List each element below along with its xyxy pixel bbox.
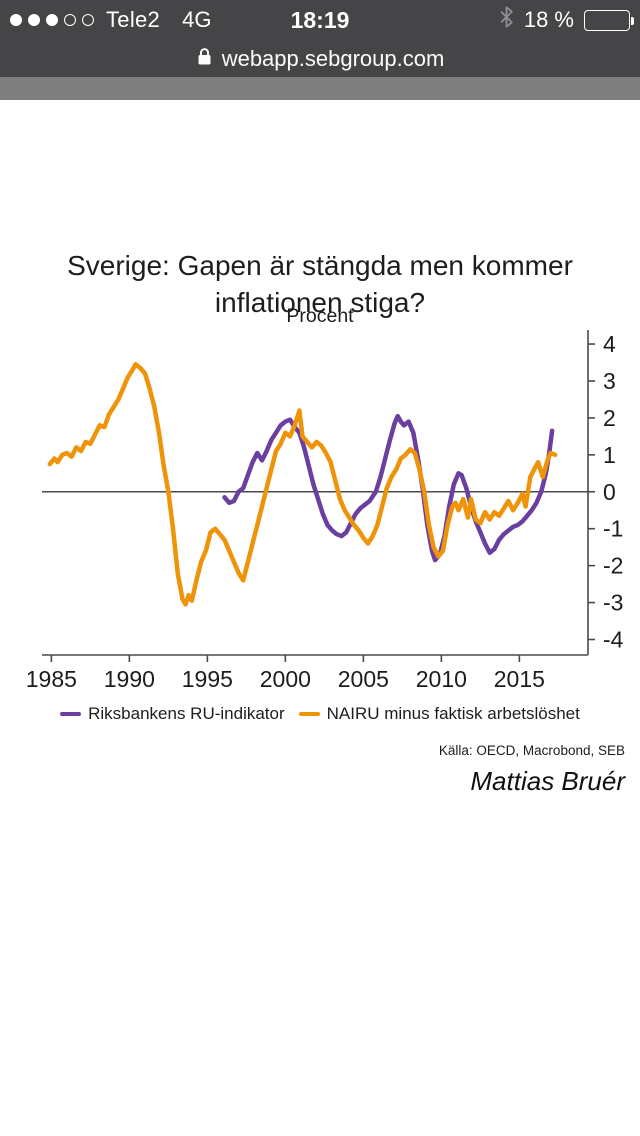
legend-item: NAIRU minus faktisk arbetslöshet [298, 704, 580, 724]
x-tick-label: 1985 [26, 666, 77, 692]
x-tick-label: 2000 [260, 666, 311, 692]
y-tick-label: 3 [603, 368, 616, 394]
x-tick-label: 1995 [182, 666, 233, 692]
signal-dot [64, 14, 76, 26]
y-tick-label: -2 [603, 553, 623, 579]
legend-label: NAIRU minus faktisk arbetslöshet [326, 704, 580, 723]
address-bar[interactable]: webapp.sebgroup.com [0, 40, 640, 77]
bluetooth-icon [499, 6, 514, 34]
y-tick-label: -4 [603, 626, 624, 652]
y-tick-label: -1 [603, 516, 623, 542]
series-line [47, 362, 558, 607]
y-tick-label: 1 [603, 442, 616, 468]
signal-dot [28, 14, 40, 26]
x-tick-label: 2015 [494, 666, 545, 692]
chart-subtitle: Procent [286, 305, 354, 327]
x-tick-label: 2005 [338, 666, 389, 692]
carrier-label: Tele2 [106, 7, 161, 32]
signal-strength [10, 14, 94, 26]
battery-nub [631, 16, 634, 25]
battery-icon [584, 9, 634, 31]
legend-swatch [60, 711, 82, 717]
signal-dot [10, 14, 22, 26]
series-line [222, 413, 555, 563]
author-signature: Mattias Bruér [470, 766, 625, 796]
chart-title-line-1: Sverige: Gapen är stängda men kommer [67, 249, 573, 281]
status-bar: Tele2 4G 18:19 18 % [0, 0, 640, 40]
y-tick-label: 2 [603, 405, 616, 431]
battery-percent: 18 % [523, 7, 574, 32]
chart-title-line-2: inflationen stiga? [214, 286, 426, 318]
signal-dot [46, 14, 58, 26]
clock: 18:19 [290, 6, 350, 33]
page-header-bar [0, 77, 640, 100]
x-tick-label: 2010 [416, 666, 467, 692]
lock-icon [196, 46, 213, 72]
chart-title: Sverige: Gapen är stängda men kommer inf… [0, 247, 640, 321]
y-tick-label: 0 [603, 479, 616, 505]
source-note: Källa: OECD, Macrobond, SEB [438, 743, 625, 758]
y-tick-label: -3 [603, 590, 623, 616]
line-chart: 1985 1990 1995 2000 2005 2010 2015 4 3 2 1 0 -1 -2 -3 -… [26, 330, 624, 692]
x-tick-label: 1990 [104, 666, 155, 692]
legend-label: Riksbankens RU-indikator [88, 704, 285, 723]
y-tick-label: 4 [603, 331, 616, 357]
chart-legend: Riksbankens RU-indikator NAIRU minus fakt… [0, 704, 640, 724]
legend-swatch [298, 711, 320, 717]
network-type-label: 4G [182, 7, 212, 32]
url-text: webapp.sebgroup.com [221, 45, 445, 71]
legend-item: Riksbankens RU-indikator [60, 704, 285, 724]
signal-dot [82, 14, 94, 26]
